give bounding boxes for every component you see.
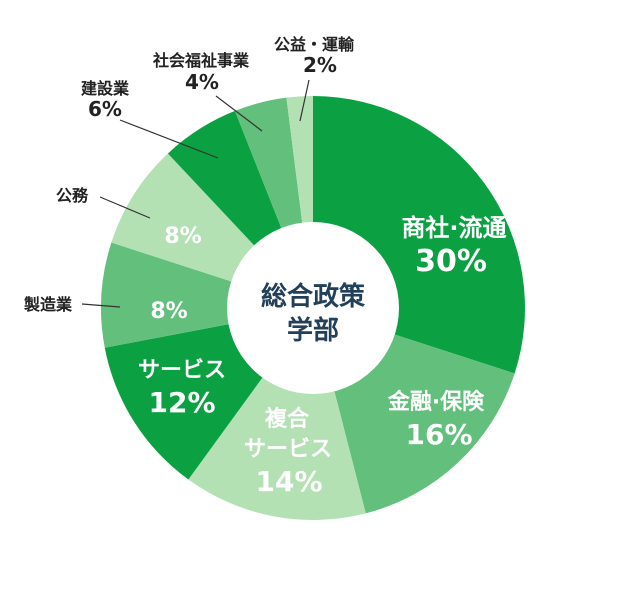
slice-label: 複合 — [265, 406, 310, 432]
donut-slice — [101, 242, 314, 348]
leader-line — [299, 79, 310, 122]
slice-label: 公務 — [56, 186, 89, 205]
slice-label: サービス — [244, 437, 332, 462]
center-label-line-1: 総合政策 — [261, 281, 365, 312]
donut-hole — [227, 222, 399, 394]
slice-label: 製造業 — [23, 295, 73, 314]
center-label-line-2: 学部 — [287, 315, 339, 346]
slice-label: サービス — [138, 358, 226, 383]
slice-value: 6% — [88, 97, 122, 121]
leader-lines — [81, 79, 310, 308]
slice-labels: 商社·流通30%金融·保険16%複合サービス14%サービス12%8%8%製造業公… — [23, 35, 507, 498]
slice-value: 8% — [164, 224, 201, 249]
leader-line — [81, 303, 121, 308]
slice-label: 建設業 — [81, 79, 130, 98]
slice-value: 2% — [303, 53, 337, 77]
leader-line — [99, 196, 151, 219]
slice-value: 16% — [405, 418, 472, 451]
slice-label: 社会福祉事業 — [152, 51, 250, 70]
slice-value: 12% — [148, 386, 215, 419]
slice-label: 金融·保険 — [387, 389, 485, 415]
slice-label: 商社·流通 — [401, 214, 506, 242]
slice-label: 公益・運輸 — [274, 35, 355, 54]
slice-value: 30% — [415, 244, 487, 279]
slice-value: 4% — [185, 70, 219, 94]
slice-value: 14% — [255, 465, 322, 498]
leader-line — [215, 95, 263, 132]
leader-line — [119, 119, 219, 159]
slice-value: 8% — [150, 299, 187, 324]
